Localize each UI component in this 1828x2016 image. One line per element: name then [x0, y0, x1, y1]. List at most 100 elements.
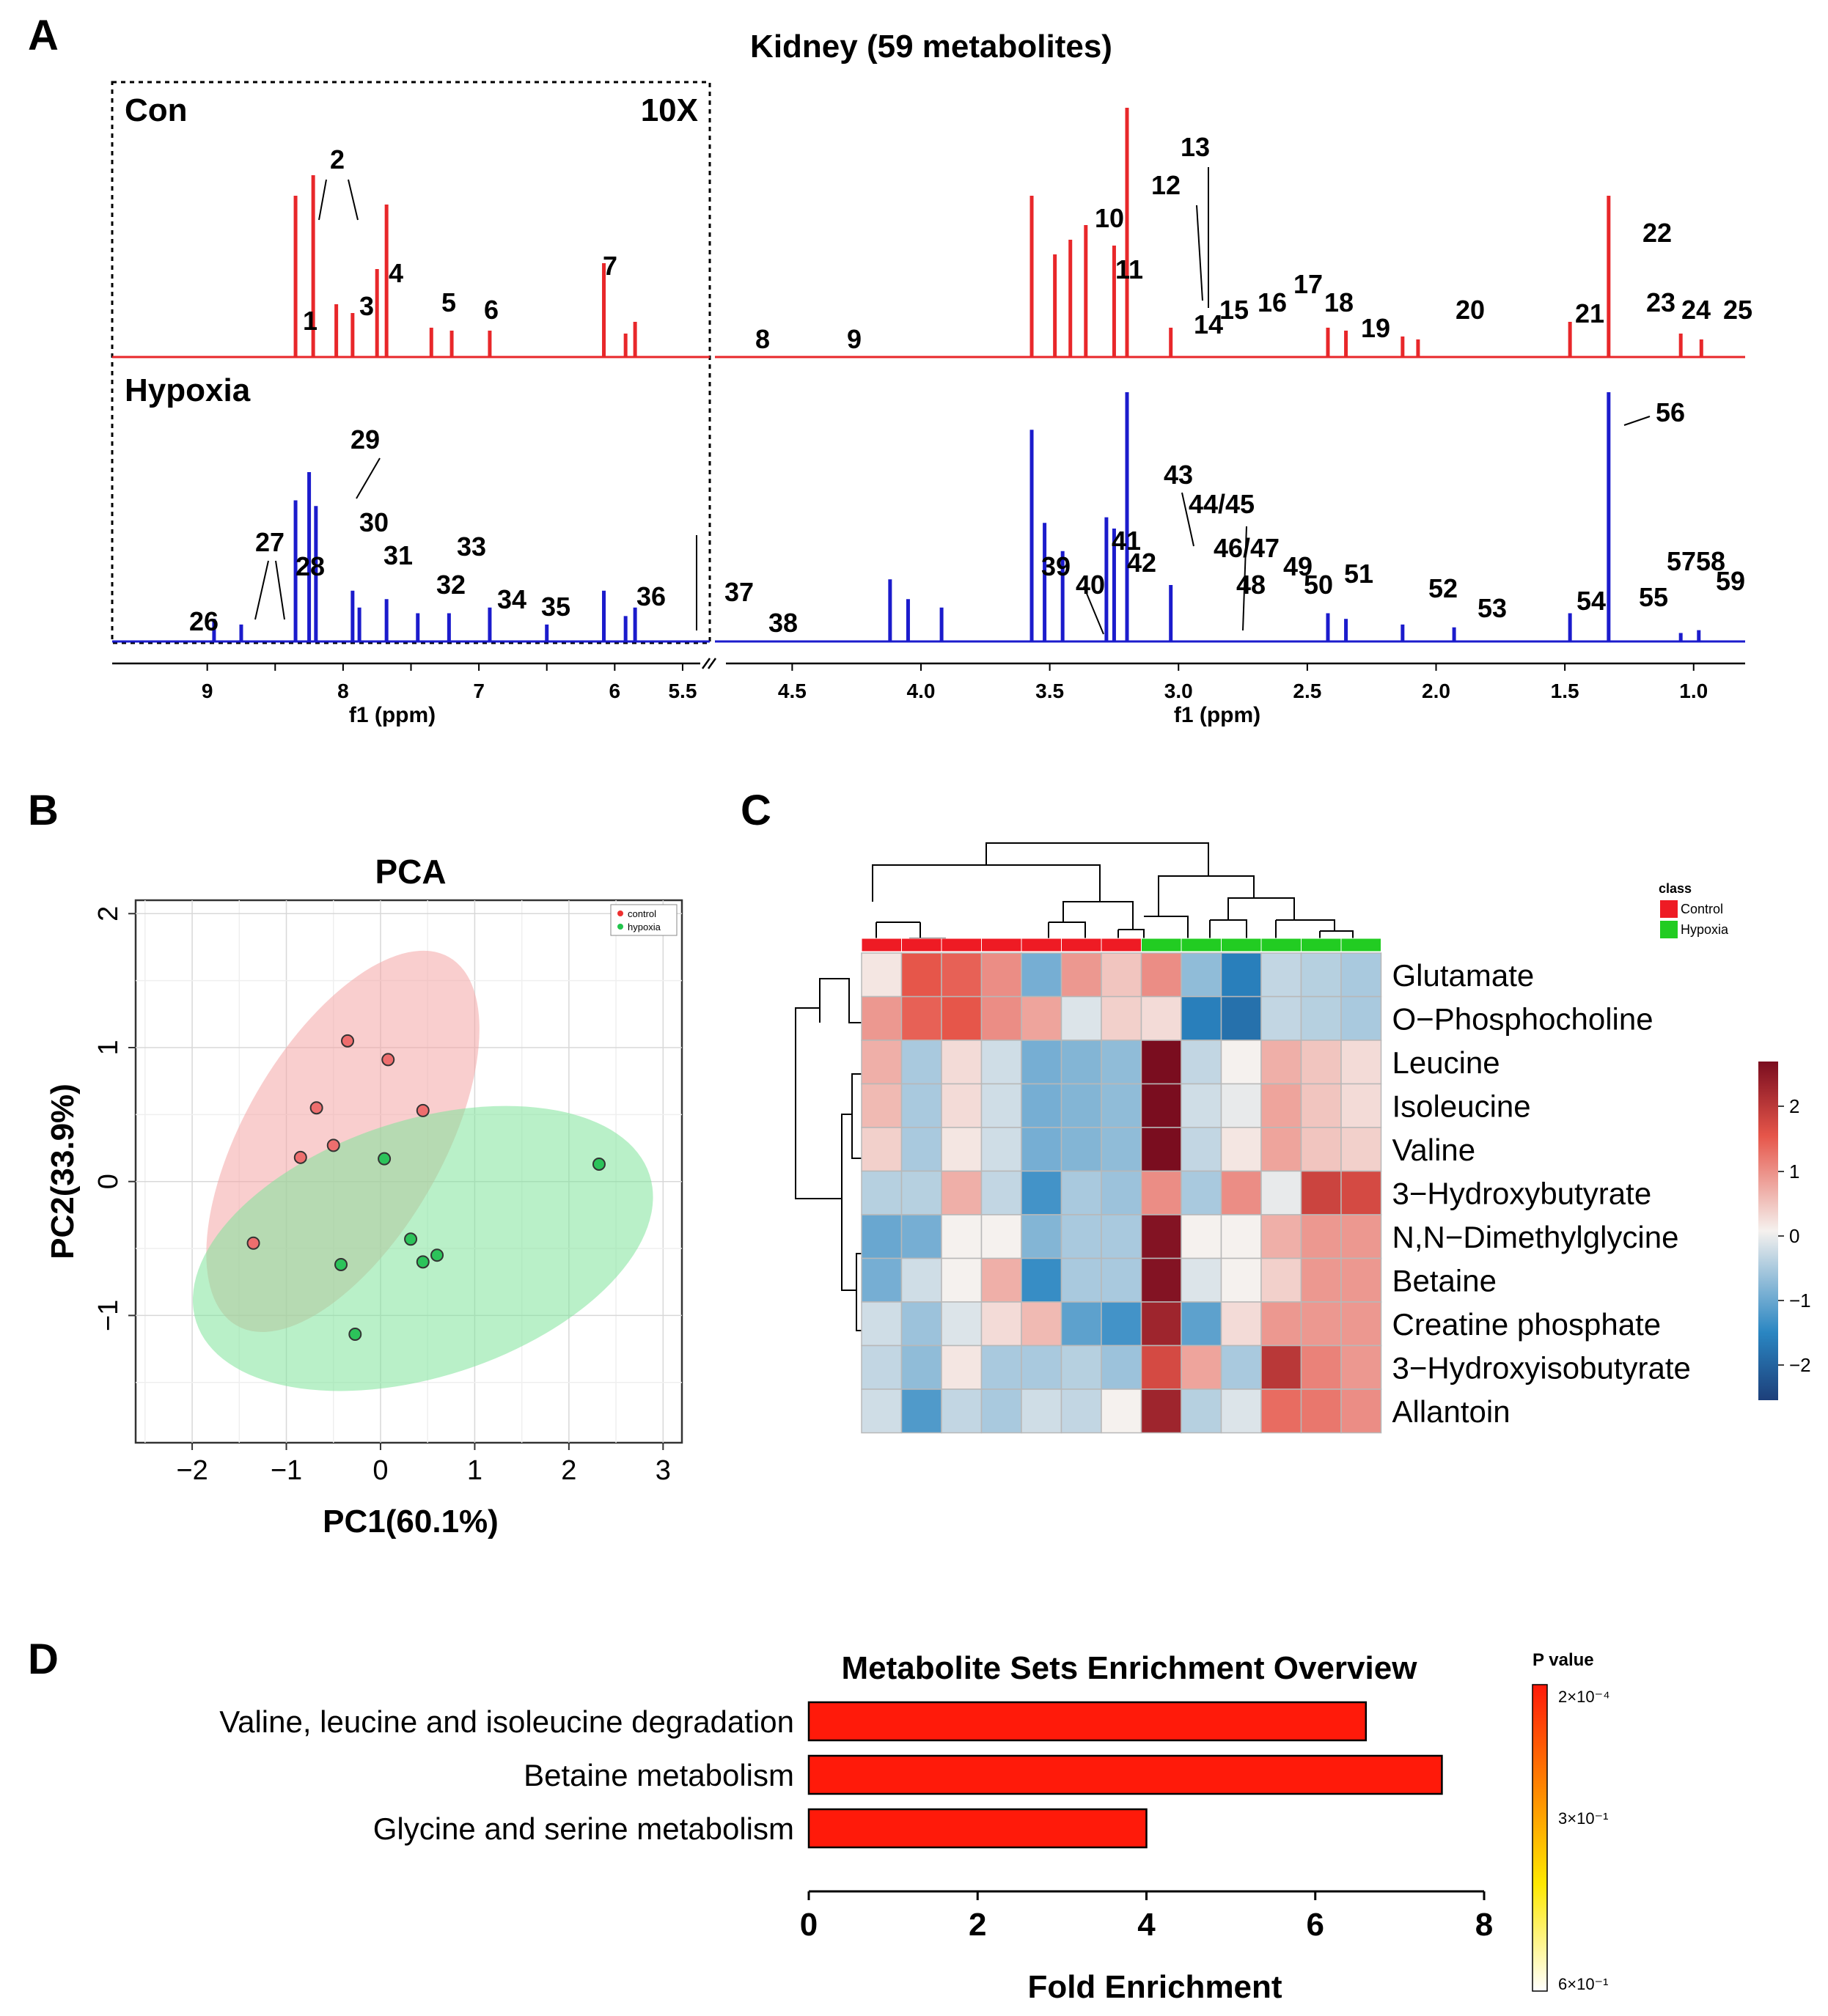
heatmap-colorbar [1758, 1062, 1778, 1400]
x-tick-label: 1.5 [1551, 680, 1579, 702]
heatmap-cell [1260, 1344, 1302, 1390]
pca-point-control [381, 1053, 395, 1067]
heatmap-cell [1340, 1301, 1382, 1347]
spectrum-plot [112, 108, 1745, 643]
heatmap-cell [1060, 1127, 1102, 1172]
enrichment-bar [807, 1754, 1443, 1795]
heatmap-cell [861, 1040, 903, 1085]
heatmap-cell [900, 1344, 942, 1390]
heatmap-cell [900, 1301, 942, 1347]
heatmap-cell [1340, 1214, 1382, 1259]
heatmap-cell [900, 1127, 942, 1172]
heatmap-cell [1140, 1040, 1182, 1085]
heatmap-cell [1101, 1214, 1142, 1259]
pca-plot: −2 −1 0 1 2 3 −1 0 1 2 [93, 900, 682, 1486]
heatmap-cell [1101, 952, 1142, 998]
heatmap: Glutamate O−Phosphocholine Leucine Isoleuci… [861, 938, 1691, 1434]
heatmap-cell [1140, 1170, 1182, 1215]
enrichment-bar [807, 1808, 1148, 1849]
heatmap-cell [941, 952, 983, 998]
pca-point-control [416, 1103, 430, 1117]
heatmap-cell [1300, 1257, 1342, 1303]
col-dendro-root [985, 842, 1209, 876]
spectrum-x-axis: 9 8 7 6 5.5 4.5 4.0 3.5 3.0 2.5 2.0 1.5 1.0 [112, 658, 1745, 702]
pca-x-tick-label: 3 [656, 1455, 671, 1486]
heatmap-cell [1021, 1127, 1062, 1172]
heatmap-cell [1060, 1301, 1102, 1347]
heatmap-cell [1260, 1257, 1302, 1303]
pca-point-hypoxia [404, 1232, 418, 1246]
peak-label: 59 [1716, 566, 1745, 596]
heatmap-cell [861, 1170, 903, 1215]
peak-label: 30 [359, 507, 389, 537]
pvalue-title: P value [1532, 1650, 1594, 1670]
heatmap-cell [980, 996, 1022, 1041]
pca-point-control [293, 1150, 307, 1164]
peak-label: 58 [1696, 546, 1725, 576]
heatmap-cell [1181, 1344, 1222, 1390]
panel-letter-a: A [28, 12, 59, 59]
heatmap-cell [1181, 952, 1222, 998]
peak-label: 49 [1283, 551, 1313, 581]
x-tick-label: 7 [473, 680, 485, 702]
x-tick-label: 4.0 [907, 680, 936, 702]
pvalue-colorbar [1532, 1684, 1548, 1992]
heatmap-cell [980, 1301, 1022, 1347]
pca-y-tick-label: 0 [93, 1174, 124, 1189]
heatmap-cell [1220, 1344, 1262, 1390]
heatmap-cell [980, 1344, 1022, 1390]
peak-label: 33 [457, 531, 486, 562]
heatmap-cell [1021, 952, 1062, 998]
heatmap-cell [861, 1301, 903, 1347]
heatmap-cell [1260, 1127, 1302, 1172]
heatmap-cell [1340, 1040, 1382, 1085]
peak-label: 44/45 [1189, 489, 1255, 519]
enrichment-x-tick-label: 4 [1137, 1907, 1156, 1943]
class-bar-cell-control [861, 938, 902, 952]
pca-x-tick-label: 1 [467, 1455, 482, 1486]
pvalue-label-mid: 3×10⁻¹ [1558, 1809, 1609, 1828]
x-tick-label: 3.5 [1035, 680, 1064, 702]
heatmap-cell [1101, 1344, 1142, 1390]
x-tick-label: 2.5 [1293, 680, 1321, 702]
panel-d: D Metabolite Sets Enrichment Overview Va… [28, 1636, 1610, 2005]
heatmap-cell [1260, 1214, 1302, 1259]
pca-y-tick-label: 1 [93, 1040, 124, 1055]
col-dendro-control [872, 864, 1101, 902]
peak-label: 27 [255, 527, 285, 557]
heatmap-cell [861, 1083, 903, 1128]
class-bar-cell-control [1101, 938, 1142, 952]
x-tick-label: 2.0 [1422, 680, 1450, 702]
heatmap-cell [1220, 996, 1262, 1041]
peak-leader-line [1083, 586, 1104, 635]
heatmap-cell [1300, 1040, 1342, 1085]
peak-label: 18 [1324, 287, 1354, 317]
peak-label: 20 [1456, 295, 1485, 325]
peak-leader-line [318, 179, 327, 221]
peak-leader-line [348, 179, 359, 221]
pca-x-label: PC1(60.1%) [323, 1504, 499, 1539]
heatmap-cell [1101, 1257, 1142, 1303]
heatmap-cell [1220, 1257, 1262, 1303]
heatmap-cell [1181, 1388, 1222, 1434]
peak-label: 17 [1293, 269, 1323, 299]
heatmap-cell [941, 1040, 983, 1085]
heatmap-cell [1140, 1214, 1182, 1259]
peak-label: 23 [1646, 287, 1675, 317]
heatmap-cell [1060, 1257, 1102, 1303]
heatmap-cell [941, 1083, 983, 1128]
peak-label: 40 [1076, 570, 1105, 600]
heatmap-row-label: Valine [1392, 1133, 1476, 1167]
pca-point-hypoxia [348, 1328, 362, 1341]
heatmap-cell [1340, 996, 1382, 1041]
enrichment-category-label: Valine, leucine and isoleucine degradati… [219, 1704, 794, 1739]
peak-label: 31 [383, 540, 413, 570]
heatmap-dendrograms [795, 842, 1354, 1331]
peak-label: 1 [303, 306, 317, 336]
heatmap-cell [1300, 1301, 1342, 1347]
class-bar-cell-hypoxia [1181, 938, 1222, 952]
heatmap-cell [1260, 1388, 1302, 1434]
heatmap-cell [1181, 1040, 1222, 1085]
heatmap-cell [1300, 1127, 1342, 1172]
heatmap-cell [1140, 1344, 1182, 1390]
